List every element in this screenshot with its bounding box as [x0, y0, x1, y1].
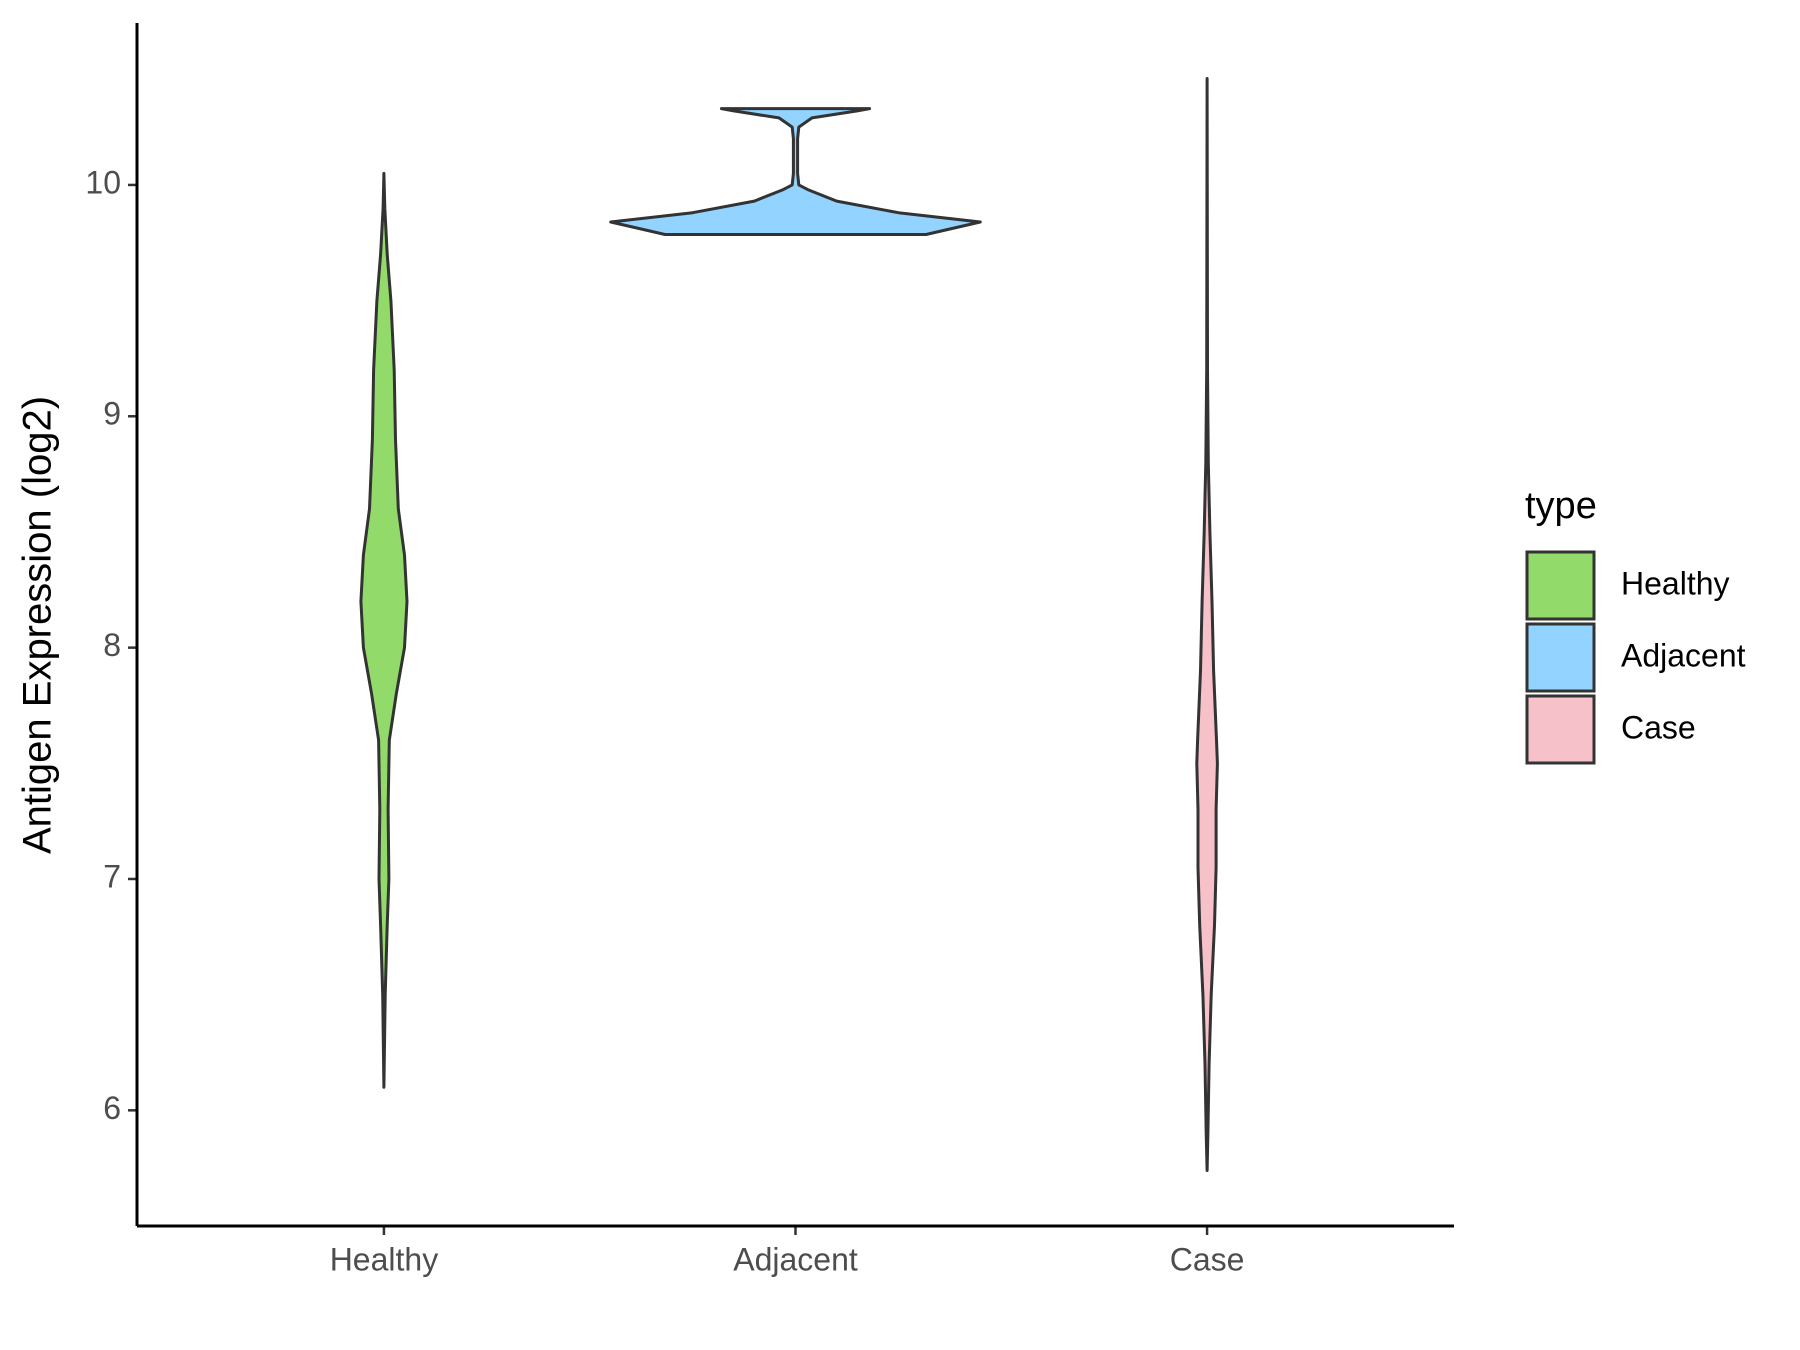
x-tick-label: Adjacent — [733, 1241, 858, 1277]
violin — [359, 171, 409, 1089]
legend-swatch — [1525, 622, 1596, 693]
legend-title: type — [1525, 485, 1597, 527]
y-tick-label: 7 — [103, 858, 121, 894]
x-tick-label: Case — [1170, 1241, 1245, 1277]
y-tick-label: 6 — [103, 1090, 121, 1126]
legend-label: Case — [1621, 709, 1696, 745]
x-tick-label: Healthy — [330, 1241, 439, 1277]
y-axis-title: Antigen Expression (log2) — [16, 396, 60, 854]
legend-swatch — [1525, 550, 1596, 621]
legend-label: Adjacent — [1621, 637, 1746, 673]
y-tick-label: 8 — [103, 627, 121, 663]
violin — [1195, 77, 1219, 1172]
y-tick-label: 10 — [85, 164, 121, 200]
violin — [609, 107, 982, 236]
y-tick-label: 9 — [103, 396, 121, 432]
legend-label: Healthy — [1621, 565, 1730, 601]
legend-swatch — [1525, 694, 1596, 765]
